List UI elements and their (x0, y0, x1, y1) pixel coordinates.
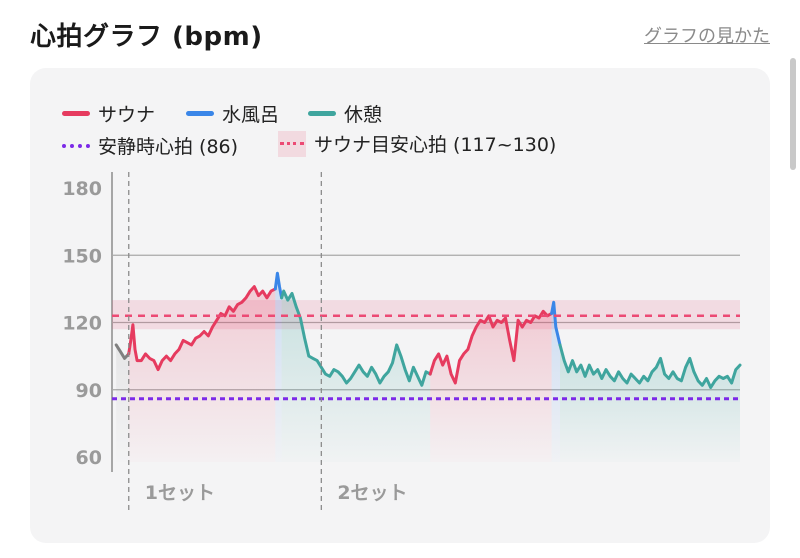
legend-sauna-swatch (62, 111, 90, 116)
legend-rest: 休憩 (308, 100, 382, 127)
legend-cold-bath-label: 水風呂 (222, 104, 280, 126)
graph-guide-link[interactable]: グラフの見かた (644, 26, 770, 47)
y-tick-label: 180 (62, 178, 102, 200)
legend-sauna-target: サウナ目安心拍 (117~130) (278, 130, 556, 157)
area-sauna-4 (430, 311, 552, 462)
area-cold_bath-2 (275, 273, 282, 462)
legend-cold-bath: 水風呂 (186, 100, 279, 127)
set-label-2: 2セット (337, 482, 407, 504)
area-pre-0 (116, 344, 129, 462)
area-rest-3 (281, 291, 431, 462)
y-tick-label: 90 (76, 380, 102, 402)
legend-sauna-target-label: サウナ目安心拍 (117~130) (314, 134, 557, 156)
series-line-pre-0 (114, 343, 131, 360)
legend-rest-swatch (308, 111, 336, 116)
series-line-sauna-1 (127, 285, 277, 372)
legend-sauna-target-swatch (278, 130, 306, 157)
page-title: 心拍グラフ (bpm) (30, 22, 263, 52)
chart-card: サウナ 水風呂 休憩 安静時心拍 (86) サウナ目安心拍 (117~130) (30, 68, 770, 543)
area-sauna-1 (128, 286, 276, 462)
series-line-rest-6 (558, 343, 742, 389)
legend-resting-hr: 安静時心拍 (86) (62, 132, 238, 159)
legend-sauna-label: サウナ (98, 104, 156, 126)
legend-resting-hr-swatch (62, 143, 90, 148)
scrollbar[interactable] (790, 58, 796, 170)
legend-resting-hr-label: 安静時心拍 (86) (98, 136, 239, 158)
y-tick-label: 150 (62, 245, 102, 267)
y-tick-label: 120 (62, 313, 102, 335)
series-line-cold_bath-2 (273, 271, 284, 300)
series-line-rest-3 (280, 289, 432, 387)
series-line-sauna-4 (428, 309, 554, 385)
legend-sauna: サウナ (62, 100, 155, 127)
set-label-1: 1セット (145, 482, 215, 504)
legend-cold-bath-swatch (186, 111, 214, 116)
legend-rest-label: 休憩 (344, 104, 383, 126)
y-tick-label: 60 (76, 447, 102, 469)
area-rest-6 (560, 344, 740, 462)
